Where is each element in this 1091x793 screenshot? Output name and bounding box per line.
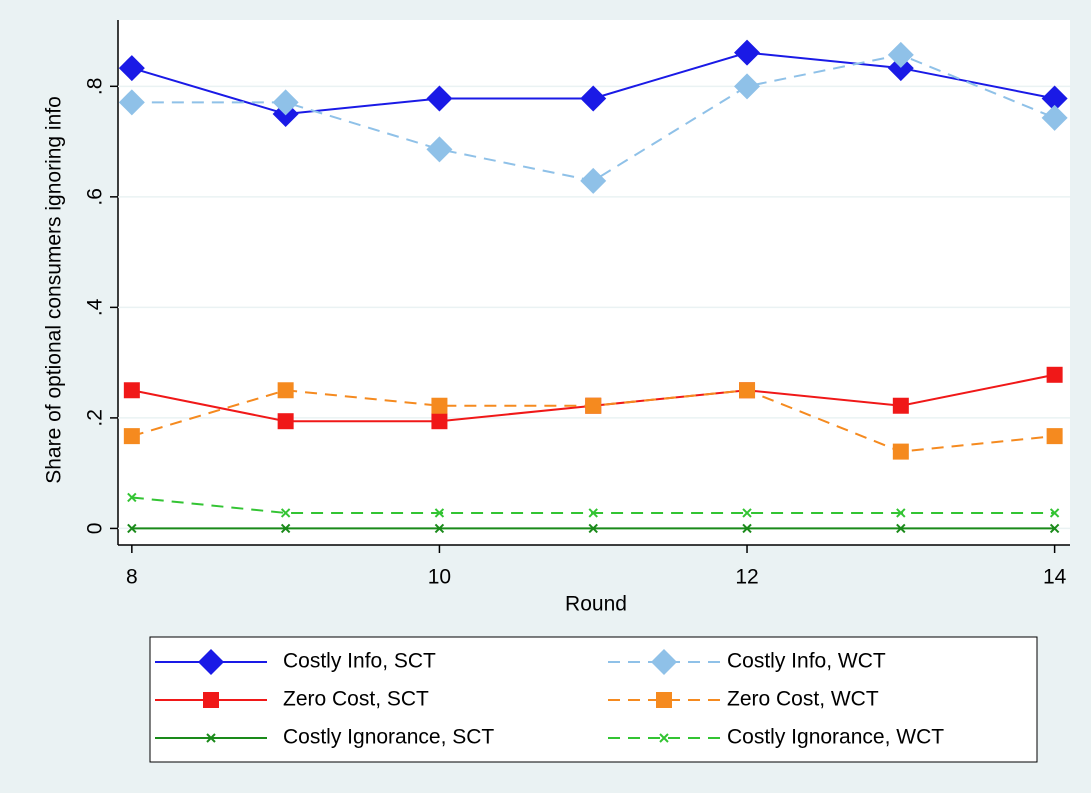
marker (277, 382, 294, 399)
x-tick-label: 12 (735, 566, 758, 589)
marker (280, 508, 291, 518)
marker (896, 523, 906, 534)
marker (123, 382, 140, 399)
marker (896, 508, 906, 518)
marker (739, 382, 756, 399)
marker (580, 85, 607, 112)
x-tick-label: 10 (428, 566, 451, 589)
x-axis-label: Round (565, 593, 627, 616)
y-tick-label: .8 (84, 78, 107, 96)
x-tick-label: 14 (1043, 566, 1067, 589)
y-tick-label: .4 (84, 298, 107, 316)
y-tick-label: .2 (84, 409, 107, 427)
legend-marker (659, 733, 669, 743)
y-tick-label: 0 (84, 523, 107, 535)
x-tick-label: 8 (126, 566, 138, 589)
marker (272, 89, 299, 116)
legend-label: Costly Ignorance, SCT (283, 726, 494, 749)
marker (892, 397, 909, 414)
marker (588, 523, 598, 534)
marker (580, 167, 607, 194)
marker (434, 523, 445, 534)
marker (123, 428, 140, 445)
legend-marker (206, 733, 216, 743)
marker (118, 55, 145, 82)
marker (118, 89, 145, 116)
legend-marker (198, 649, 224, 675)
y-axis-label: Share of optional consumers ignoring inf… (43, 96, 66, 484)
marker (431, 413, 448, 430)
marker (734, 73, 761, 100)
legend-marker (656, 692, 672, 708)
marker (892, 443, 909, 460)
legend-label: Costly Info, SCT (283, 650, 436, 673)
legend-label: Zero Cost, SCT (283, 688, 429, 711)
marker (1049, 508, 1060, 518)
marker (277, 413, 294, 430)
marker (1049, 523, 1060, 534)
marker (431, 397, 448, 414)
marker (1046, 366, 1063, 383)
marker (734, 39, 761, 66)
legend-marker (651, 649, 677, 675)
marker (588, 508, 598, 518)
marker (426, 136, 453, 163)
marker (426, 85, 453, 112)
legend-label: Costly Info, WCT (727, 650, 886, 673)
legend (149, 636, 1038, 763)
marker (127, 523, 137, 534)
marker (742, 523, 752, 534)
legend-label: Zero Cost, WCT (727, 688, 879, 711)
y-tick-label: .6 (84, 188, 107, 206)
legend-marker (203, 692, 219, 708)
marker (585, 397, 602, 414)
marker (1041, 104, 1068, 131)
marker (1046, 428, 1063, 445)
marker (887, 41, 914, 68)
marker (434, 508, 445, 518)
marker (1041, 85, 1068, 112)
marker (887, 55, 914, 82)
marker (280, 523, 291, 534)
legend-label: Costly Ignorance, WCT (727, 726, 944, 749)
marker (127, 492, 137, 503)
marker (742, 508, 752, 518)
